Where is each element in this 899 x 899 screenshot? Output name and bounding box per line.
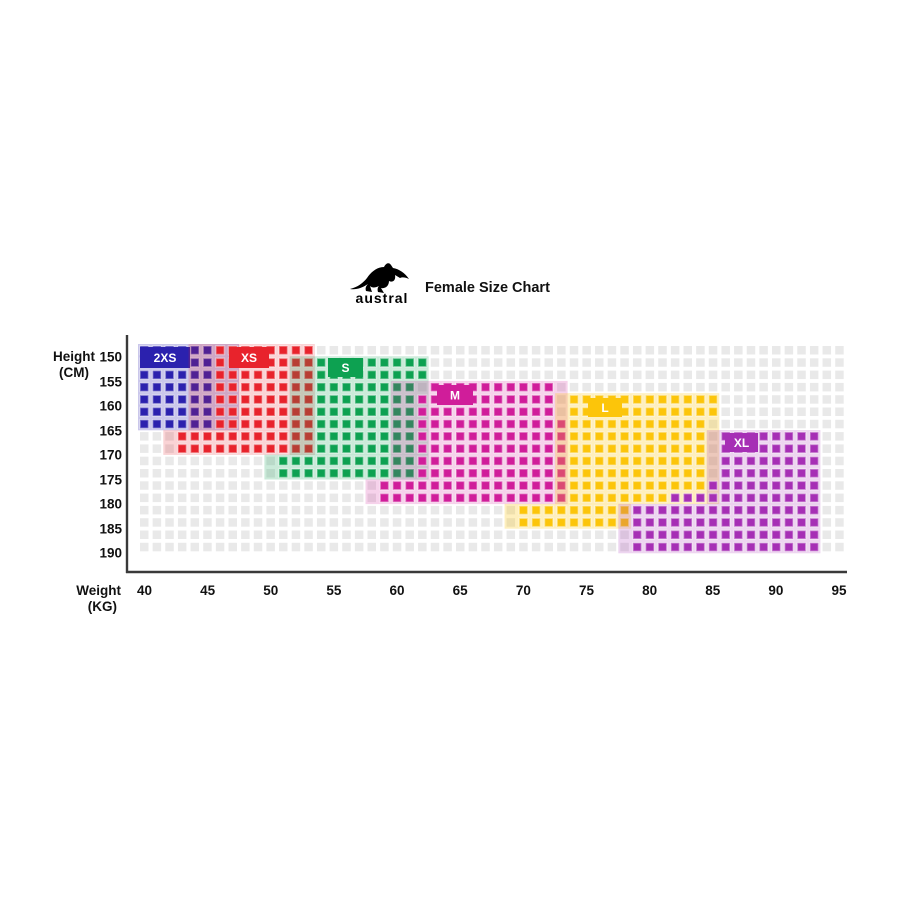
y-tick-170: 170 [99,447,122,463]
x-axis-title-line2: (KG) [87,599,117,614]
size-region-l: L [504,393,720,529]
size-label-box-2xs [140,347,190,368]
y-tick-180: 180 [99,496,122,512]
size-region-m: M [365,380,568,505]
brand-wordmark: austral [355,290,409,306]
y-tick-150: 150 [99,349,122,365]
size-label-text-m: M [450,389,460,403]
x-tick-55: 55 [326,583,342,598]
size-region-xs: XS [163,344,315,455]
x-tick-40: 40 [136,583,153,598]
y-tick-190: 190 [99,545,122,561]
brand-logo: austral [344,262,420,310]
y-axis-title-line1: Height [53,349,95,364]
y-tick-160: 160 [99,398,122,414]
x-tick-75: 75 [578,583,594,598]
size-label-text-2xs: 2XS [154,351,177,365]
x-tick-80: 80 [642,583,658,598]
size-label-box-l [588,398,622,417]
y-tick-185: 185 [99,521,122,536]
x-tick-65: 65 [452,583,468,598]
x-tick-70: 70 [515,583,531,598]
size-label-box-s [328,358,363,377]
y-axis-title-line2: (CM) [59,365,89,380]
size-region-xl: XL [618,430,821,554]
x-tick-60: 60 [389,583,405,598]
x-tick-85: 85 [705,583,721,598]
size-label-text-xl: XL [734,436,749,450]
size-label-text-xs: XS [241,351,257,365]
kangaroo-logo-icon [350,263,409,293]
size-label-box-m [437,385,473,405]
size-label-box-xs [229,347,269,368]
x-axis-title-line1: Weight [76,583,121,598]
x-tick-90: 90 [768,583,784,598]
x-tick-45: 45 [200,583,216,598]
y-tick-165: 165 [99,423,122,438]
y-tick-175: 175 [99,472,122,487]
x-axis-title: Weight (KG) [0,583,121,615]
x-tick-50: 50 [263,583,279,598]
y-tick-155: 155 [99,374,122,389]
size-region-2xs: 2XS [138,344,239,431]
size-label-text-l: L [601,401,608,415]
size-label-text-s: S [341,361,349,375]
size-label-box-xl [725,433,758,452]
size-region-s: S [264,356,429,480]
y-axis-title: Height (CM) [0,349,95,381]
chart-title: Female Size Chart [425,280,550,296]
x-tick-95: 95 [831,583,847,598]
